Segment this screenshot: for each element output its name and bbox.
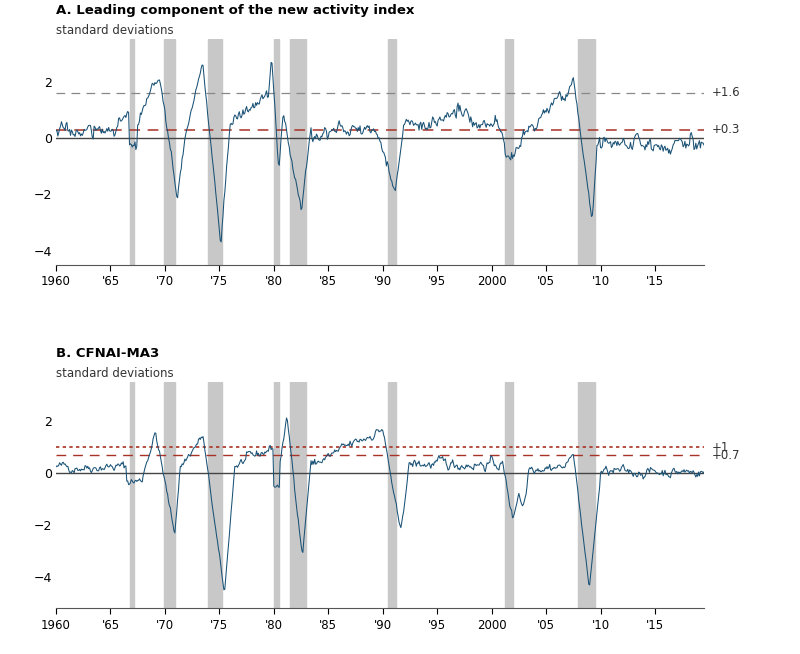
Text: +1.6: +1.6 [712, 86, 741, 99]
Bar [207, 383, 222, 608]
Bar [578, 383, 595, 608]
Bar [506, 383, 513, 608]
Bar [274, 383, 279, 608]
Text: standard deviations: standard deviations [56, 24, 174, 37]
Bar [164, 39, 175, 265]
Bar [130, 383, 134, 608]
Text: standard deviations: standard deviations [56, 367, 174, 380]
Text: +1: +1 [712, 441, 729, 454]
Bar [130, 39, 134, 265]
Bar [290, 39, 306, 265]
Bar [207, 39, 222, 265]
Bar [506, 39, 513, 265]
Bar [274, 39, 279, 265]
Text: B. CFNAI-MA3: B. CFNAI-MA3 [56, 347, 159, 360]
Text: +0.7: +0.7 [712, 449, 740, 462]
Bar [388, 383, 396, 608]
Bar [578, 39, 595, 265]
Bar [290, 383, 306, 608]
Bar [164, 383, 175, 608]
Text: +0.3: +0.3 [712, 123, 740, 136]
Text: A. Leading component of the new activity index: A. Leading component of the new activity… [56, 4, 414, 16]
Bar [388, 39, 396, 265]
